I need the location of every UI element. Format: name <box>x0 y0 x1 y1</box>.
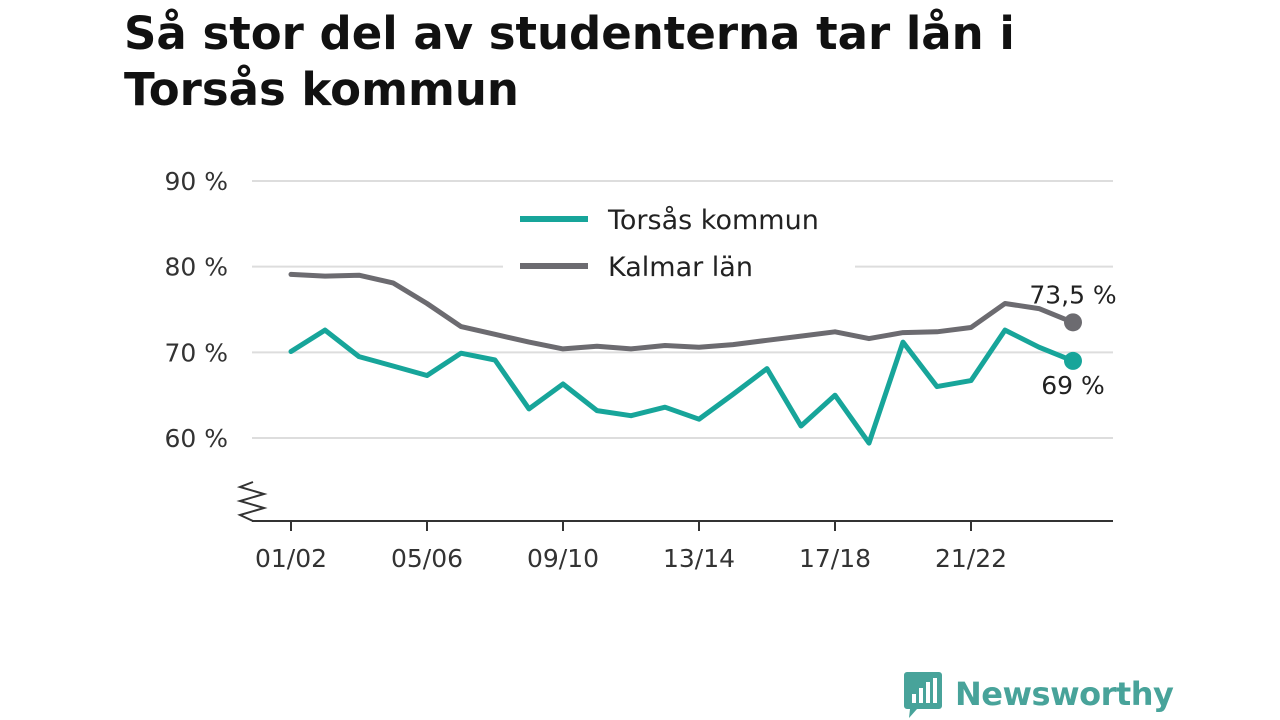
x-tick-label: 09/10 <box>527 544 599 573</box>
legend-label-kalmar: Kalmar län <box>608 252 753 283</box>
series-line-torsas <box>288 327 1076 446</box>
end-label-kalmar: 73,5 % <box>1029 280 1116 309</box>
legend-background <box>503 196 855 292</box>
y-axis-break-icon <box>236 481 268 522</box>
series-line-kalmar <box>288 271 1076 352</box>
page-title: Så stor del av studenterna tar lån i Tor… <box>124 7 1015 116</box>
legend-label-torsas: Torsås kommun <box>607 205 819 236</box>
end-label-torsas: 69 % <box>1041 371 1105 400</box>
series-lines <box>288 271 1076 446</box>
y-tick-label: 80 % <box>164 253 228 282</box>
x-tick-label: 01/02 <box>255 544 327 573</box>
end-point-kalmar <box>1064 313 1082 332</box>
y-tick-label: 60 % <box>164 424 228 453</box>
legend: Torsås kommun Kalmar län <box>503 196 855 292</box>
x-tick-label: 17/18 <box>799 544 871 573</box>
newsworthy-wordmark: Newsworthy <box>955 675 1174 713</box>
newsworthy-logo: Newsworthy <box>903 668 1174 720</box>
end-points <box>1064 313 1082 370</box>
y-tick-label: 70 % <box>164 338 228 367</box>
newsworthy-logo-icon <box>904 672 942 718</box>
x-tick-label: 13/14 <box>663 544 735 573</box>
x-tick-label: 21/22 <box>935 544 1007 573</box>
tick-labels: 60 % 70 % 80 % 90 % 01/02 05/06 09/10 13/14 17/1… <box>164 167 1116 573</box>
y-tick-label: 90 % <box>164 167 228 196</box>
x-tick-label: 05/06 <box>391 544 463 573</box>
end-point-torsas <box>1064 351 1082 370</box>
axes <box>236 481 1113 531</box>
